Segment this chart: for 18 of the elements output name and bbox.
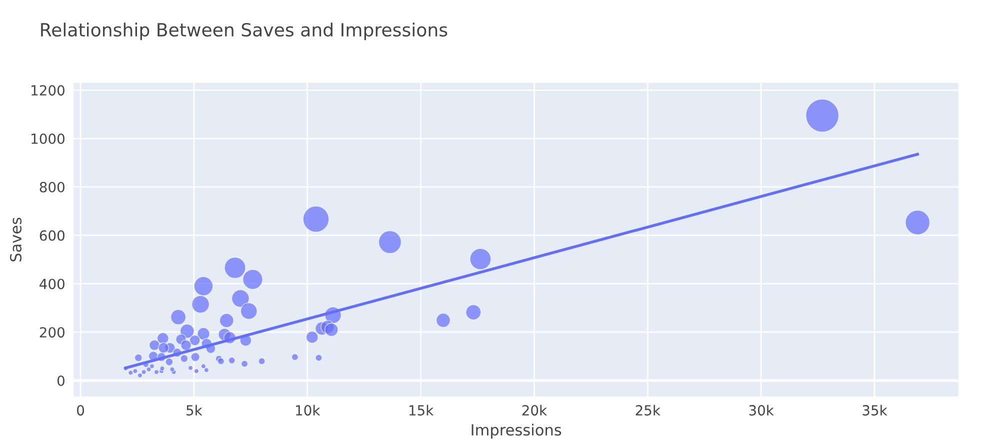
x-tick-label: 15k bbox=[409, 404, 434, 416]
x-tick-label: 25k bbox=[636, 404, 660, 416]
x-tick-label: 5k bbox=[186, 404, 202, 416]
x-tick-label: 10k bbox=[296, 404, 320, 416]
y-tick-label: 200 bbox=[40, 327, 64, 338]
x-tick-label: 20k bbox=[522, 404, 548, 416]
chart-title: Relationship Between Saves and Impressions bbox=[41, 22, 448, 40]
x-tick-label: 30k bbox=[749, 404, 774, 416]
y-tick-label: 0 bbox=[57, 375, 64, 386]
x-axis-title: Impressions bbox=[472, 424, 562, 439]
y-tick-label: 1000 bbox=[32, 134, 64, 144]
y-tick-label: 800 bbox=[40, 182, 64, 192]
x-tick-label: 0 bbox=[77, 405, 84, 416]
y-tick-label: 400 bbox=[40, 278, 64, 290]
y-tick-label: 1200 bbox=[32, 85, 64, 96]
y-tick-label: 600 bbox=[40, 230, 64, 241]
x-tick-label: 35k bbox=[862, 404, 888, 416]
y-axis-title: Saves bbox=[10, 218, 22, 262]
